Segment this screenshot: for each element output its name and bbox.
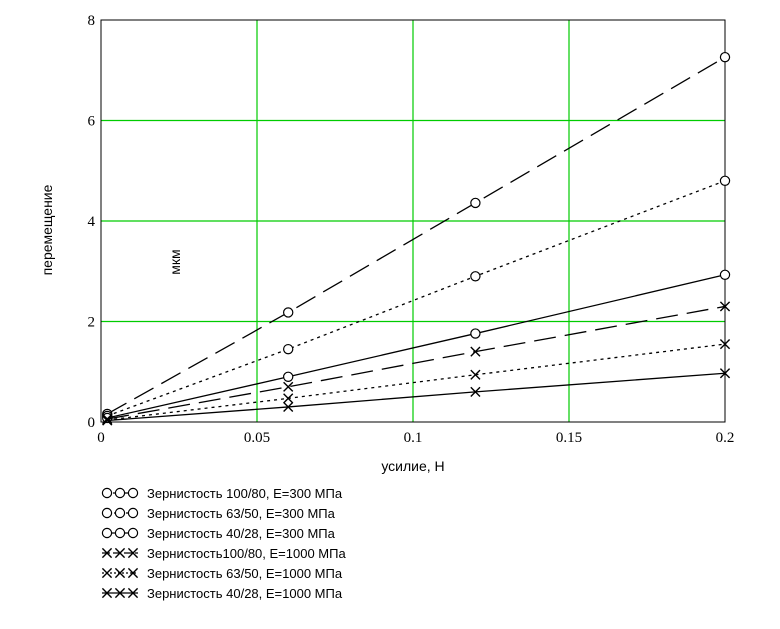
legend-label: Зернистость 63/50, E=1000 МПа — [147, 566, 343, 581]
x-tick-label: 0.2 — [716, 430, 735, 446]
data-point — [127, 527, 139, 539]
data-point — [101, 587, 113, 599]
data-point — [470, 328, 481, 339]
data-point — [101, 527, 113, 539]
y-axis-title: перемещение — [39, 184, 55, 275]
series-line — [107, 274, 726, 419]
data-point — [719, 269, 731, 280]
legend-label: Зернистость 40/28, E=1000 МПа — [147, 586, 343, 601]
legend-swatch — [101, 547, 139, 559]
legend-item: Зернистость 40/28, E=1000 МПа — [101, 586, 343, 601]
data-point — [114, 507, 126, 519]
legend: Зернистость 100/80, E=300 МПа Зернистость… — [101, 486, 346, 601]
data-point — [102, 415, 113, 426]
legend-swatch — [101, 567, 139, 579]
series-group — [102, 175, 731, 422]
series-group — [102, 368, 731, 426]
y-tick-label: 6 — [88, 114, 96, 130]
data-point — [470, 346, 481, 357]
legend-label: Зернистость 100/80, E=300 МПа — [147, 486, 343, 501]
series-line — [106, 56, 726, 415]
x-axis-title: усилие, Н — [381, 458, 444, 474]
data-point — [470, 271, 481, 282]
y-tick-label: 4 — [88, 214, 96, 230]
series-line — [107, 180, 726, 417]
data-point — [114, 587, 126, 599]
series-lines — [102, 51, 731, 426]
series-group — [102, 301, 731, 425]
data-point — [719, 339, 731, 350]
legend-label: Зернистость 63/50, E=300 МПа — [147, 506, 336, 521]
x-tick-label: 0.05 — [244, 430, 270, 446]
data-point — [114, 567, 126, 579]
legend-swatch — [101, 527, 139, 539]
y-tick-label: 2 — [88, 315, 96, 331]
series-group — [102, 339, 731, 426]
plot-frame — [100, 19, 726, 423]
data-point — [127, 487, 139, 499]
data-point — [283, 371, 294, 382]
series-line — [107, 372, 726, 422]
legend-swatch — [101, 587, 139, 599]
data-point — [283, 401, 294, 413]
data-point — [719, 301, 731, 312]
legend-item: Зернистость 40/28, E=300 МПа — [101, 526, 336, 541]
data-point — [101, 547, 113, 559]
unit-annotation: мкм — [167, 249, 183, 274]
data-point — [127, 567, 139, 579]
data-point — [470, 386, 481, 397]
tick-labels: 0 0.05 0.1 0.15 0.2 0 2 4 6 8 — [88, 13, 735, 446]
data-point — [470, 369, 481, 380]
legend-swatch — [101, 507, 139, 519]
series-group — [102, 269, 731, 424]
x-tick-label: 0 — [97, 430, 105, 446]
data-point — [719, 368, 731, 379]
y-tick-label: 0 — [88, 415, 96, 431]
legend-label: Зернистость100/80, E=1000 МПа — [147, 546, 346, 561]
data-point — [114, 547, 126, 559]
legend-item: Зернистость100/80, E=1000 МПа — [101, 546, 346, 561]
y-tick-label: 8 — [88, 13, 96, 29]
series-line — [107, 305, 726, 420]
data-point — [470, 197, 481, 209]
data-point — [101, 507, 113, 519]
legend-swatch — [101, 487, 139, 499]
data-point — [127, 587, 139, 599]
data-point — [101, 487, 113, 499]
x-tick-label: 0.15 — [556, 430, 582, 446]
data-point — [283, 343, 294, 355]
series-line — [107, 343, 726, 421]
legend-label: Зернистость 40/28, E=300 МПа — [147, 526, 336, 541]
grid-lines — [101, 20, 725, 422]
data-point — [127, 547, 139, 559]
data-point — [283, 381, 294, 392]
series-group — [102, 51, 731, 420]
data-point — [114, 527, 126, 539]
data-point — [127, 507, 139, 519]
legend-item: Зернистость 63/50, E=300 МПа — [101, 506, 336, 521]
data-point — [102, 413, 113, 425]
data-point — [719, 51, 731, 63]
data-point — [719, 175, 731, 186]
data-point — [101, 567, 113, 579]
data-point — [283, 393, 294, 404]
data-point — [283, 307, 294, 318]
data-point — [114, 487, 126, 499]
x-tick-label: 0.1 — [404, 430, 423, 446]
legend-item: Зернистость 100/80, E=300 МПа — [101, 486, 343, 501]
legend-item: Зернистость 63/50, E=1000 МПа — [101, 566, 343, 581]
